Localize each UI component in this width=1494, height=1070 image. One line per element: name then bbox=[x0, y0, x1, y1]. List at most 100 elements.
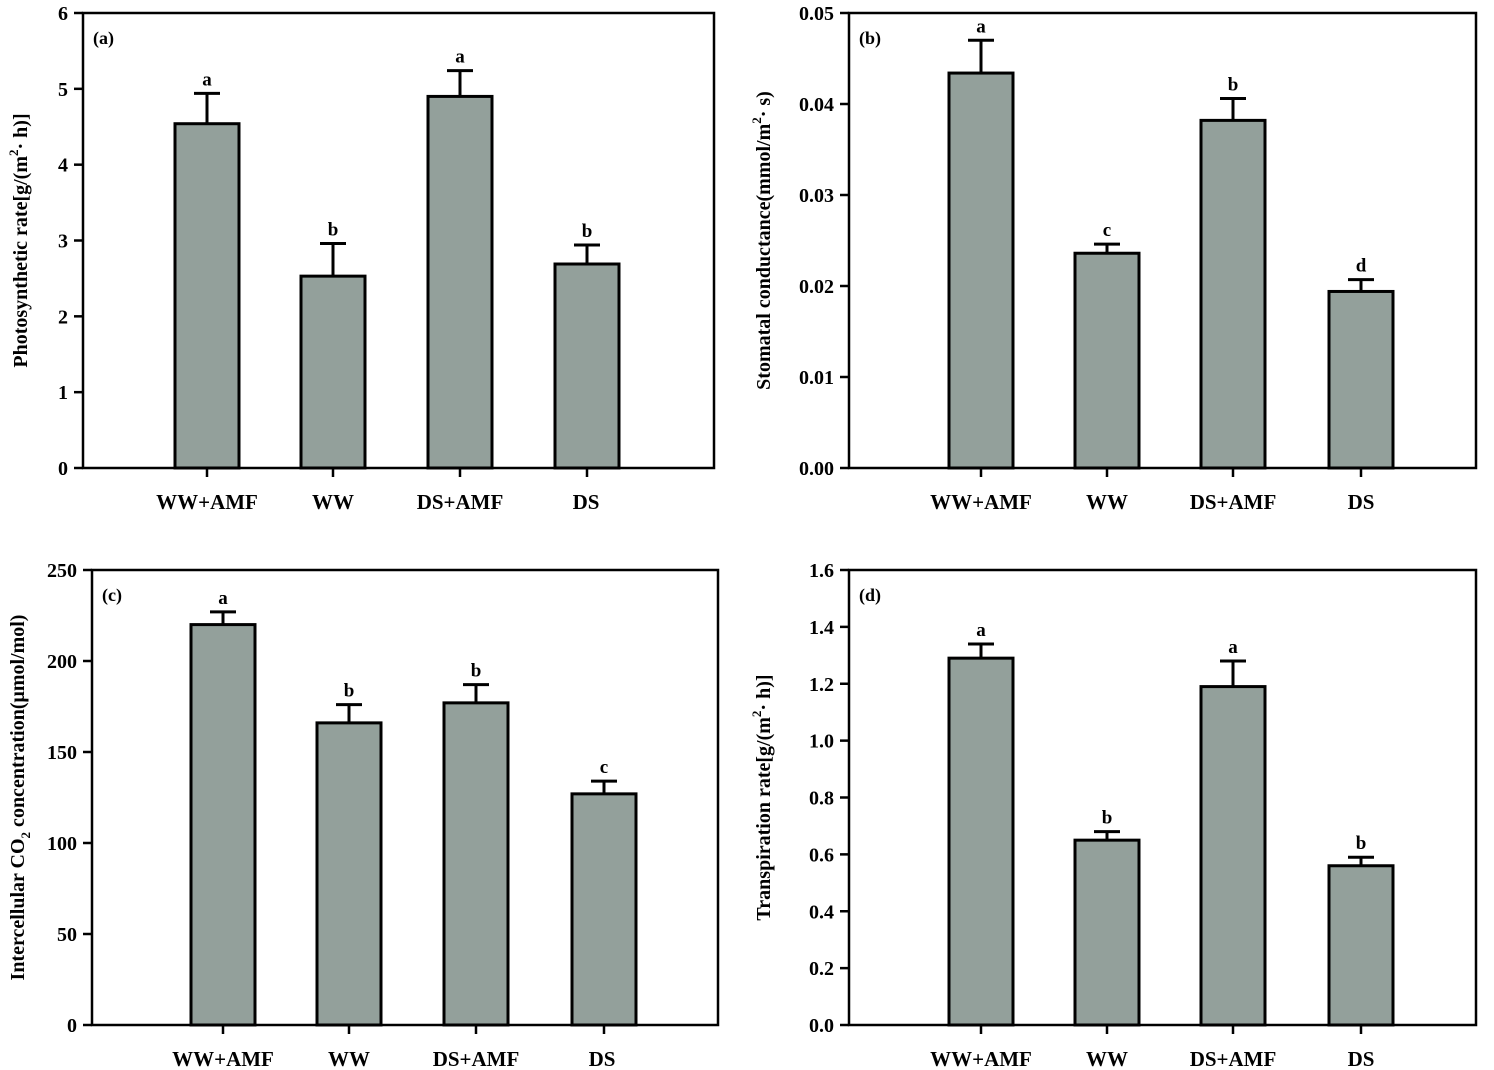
x-category-label: WW+AMF bbox=[156, 490, 258, 514]
y-tick-label: 0.2 bbox=[809, 958, 834, 980]
significance-letter: b bbox=[344, 681, 355, 702]
x-category-label: WW+AMF bbox=[930, 490, 1032, 514]
significance-letter: a bbox=[976, 620, 986, 641]
error-bar bbox=[1348, 855, 1374, 866]
y-tick-label: 4 bbox=[58, 155, 68, 177]
panel-c-chart: a b b c 0 50 100 150 200 250 WW+AMF WW DS+AMF DS (c) In… bbox=[7, 560, 720, 1070]
y-tick-label: 0.03 bbox=[799, 185, 834, 207]
panel-a-chart: a b a b 0 1 2 3 4 5 6 WW+AMF WW DS+AMF DS (a) Photosynth… bbox=[6, 3, 716, 514]
bar-ww-plus-amf bbox=[947, 656, 1015, 1027]
y-tick-label: 0.0 bbox=[809, 1015, 834, 1037]
y-tick-label: 0.05 bbox=[799, 3, 834, 25]
x-category-label: WW bbox=[328, 1047, 370, 1070]
significance-letter: b bbox=[471, 661, 482, 682]
x-category-label: DS+AMF bbox=[1190, 1047, 1277, 1070]
significance-letter: b bbox=[582, 221, 593, 242]
y-tick-label: 0.04 bbox=[799, 94, 834, 116]
significance-letter: b bbox=[328, 220, 339, 241]
bar-ds bbox=[1327, 289, 1395, 470]
error-bar bbox=[1220, 97, 1246, 121]
panel-b-chart: a c b d 0.00 0.01 0.02 0.03 0.04 0.05 WW+AMF WW DS+A… bbox=[749, 3, 1478, 514]
bar-ds bbox=[1327, 864, 1395, 1027]
y-tick-label: 1.2 bbox=[809, 674, 834, 696]
bar-ww-plus-amf bbox=[173, 122, 241, 470]
y-axis-label: Photosynthetic rate[g/(m2· h)] bbox=[6, 113, 32, 367]
y-tick-label: 0.02 bbox=[799, 276, 834, 298]
significance-letter: a bbox=[1228, 637, 1238, 658]
y-tick-label: 50 bbox=[57, 924, 77, 946]
y-tick-label: 0.4 bbox=[809, 901, 834, 923]
y-tick-label: 2 bbox=[58, 306, 68, 328]
error-bar bbox=[968, 642, 994, 659]
error-bar bbox=[1094, 830, 1120, 841]
bar-ds-plus-amf bbox=[426, 94, 494, 470]
significance-letter: d bbox=[1356, 256, 1367, 277]
bar-ds bbox=[553, 262, 621, 470]
error-bar bbox=[574, 243, 600, 265]
significance-letter: b bbox=[1228, 75, 1239, 96]
bar-ww bbox=[315, 721, 383, 1027]
bar-ww-plus-amf bbox=[947, 71, 1015, 470]
x-category-label: DS+AMF bbox=[1190, 490, 1277, 514]
significance-letter: b bbox=[1102, 808, 1113, 829]
bar-ww-plus-amf bbox=[189, 623, 257, 1027]
y-tick-label: 0 bbox=[67, 1015, 77, 1037]
y-tick-label: 0.6 bbox=[809, 844, 834, 866]
x-category-label: WW+AMF bbox=[172, 1047, 274, 1070]
error-bar bbox=[463, 683, 489, 703]
error-bar bbox=[210, 610, 236, 625]
y-tick-label: 100 bbox=[47, 833, 77, 855]
significance-letter: c bbox=[1103, 220, 1111, 241]
x-category-label: DS bbox=[589, 1047, 616, 1070]
y-axis-label: Intercellular CO2 concentration(μmol/mol… bbox=[7, 615, 33, 981]
bar-ds-plus-amf bbox=[1199, 685, 1267, 1027]
significance-letter: a bbox=[455, 47, 465, 68]
x-category-label: DS+AMF bbox=[417, 490, 504, 514]
error-bar bbox=[1094, 242, 1120, 254]
x-category-label: DS+AMF bbox=[433, 1047, 520, 1070]
y-tick-label: 0.8 bbox=[809, 788, 834, 810]
panel-label: (c) bbox=[102, 585, 122, 606]
significance-letter: a bbox=[976, 16, 986, 37]
bar-ww bbox=[299, 274, 367, 470]
y-tick-label: 0 bbox=[58, 458, 68, 480]
y-tick-label: 0.00 bbox=[799, 458, 834, 480]
significance-letter: a bbox=[202, 69, 212, 90]
significance-letter: a bbox=[218, 588, 228, 609]
x-category-label: WW bbox=[312, 490, 354, 514]
y-tick-label: 1 bbox=[58, 382, 68, 404]
y-tick-label: 5 bbox=[58, 79, 68, 101]
y-axis-label: Stomatal conductance(mmol/m2· s) bbox=[749, 91, 775, 390]
y-tick-label: 6 bbox=[58, 3, 68, 25]
x-category-label: WW+AMF bbox=[930, 1047, 1032, 1070]
error-bar bbox=[320, 242, 346, 277]
y-tick-label: 200 bbox=[47, 651, 77, 673]
panel-label: (b) bbox=[859, 28, 881, 49]
y-axis-label: Transpiration rate[g/(m2· h)] bbox=[749, 674, 775, 920]
y-tick-label: 1.6 bbox=[809, 560, 834, 582]
error-bar bbox=[194, 91, 220, 124]
y-tick-label: 3 bbox=[58, 231, 68, 253]
plot-frame bbox=[847, 11, 1478, 470]
error-bar bbox=[968, 38, 994, 74]
panel-label: (d) bbox=[859, 585, 881, 606]
x-category-label: DS bbox=[573, 490, 600, 514]
x-category-label: WW bbox=[1086, 490, 1128, 514]
bar-ds-plus-amf bbox=[442, 701, 510, 1027]
y-tick-label: 150 bbox=[47, 742, 77, 764]
bar-ds bbox=[570, 792, 638, 1027]
bar-ww bbox=[1073, 251, 1141, 470]
x-category-label: DS bbox=[1348, 490, 1375, 514]
significance-letter: b bbox=[1356, 833, 1367, 854]
y-tick-label: 1.4 bbox=[809, 617, 834, 639]
bar-ds-plus-amf bbox=[1199, 118, 1267, 470]
x-category-label: WW bbox=[1086, 1047, 1128, 1070]
significance-letter: c bbox=[600, 757, 608, 778]
y-tick-label: 250 bbox=[47, 560, 77, 582]
error-bar bbox=[1220, 659, 1246, 687]
error-bar bbox=[447, 69, 473, 97]
error-bar bbox=[336, 703, 362, 723]
bar-ww bbox=[1073, 838, 1141, 1027]
y-tick-label: 1.0 bbox=[809, 731, 834, 753]
